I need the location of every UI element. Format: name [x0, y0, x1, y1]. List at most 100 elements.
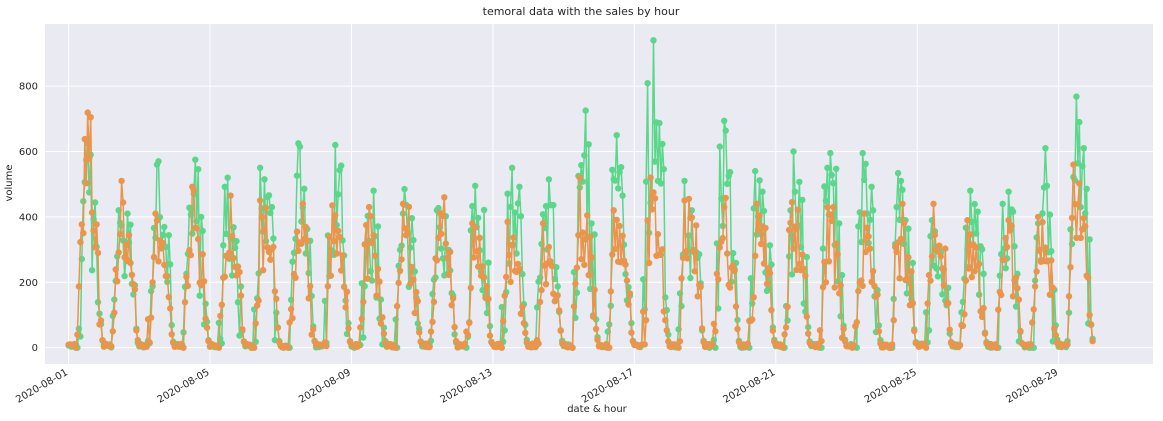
data-point — [392, 344, 399, 351]
data-point — [461, 340, 469, 347]
data-point — [508, 241, 516, 249]
data-point — [753, 200, 760, 207]
data-point — [116, 231, 124, 238]
data-point — [330, 237, 337, 245]
data-point — [271, 288, 279, 295]
data-point — [967, 187, 974, 194]
data-point — [475, 214, 482, 222]
data-point — [336, 233, 343, 240]
data-point — [332, 212, 339, 219]
data-point — [150, 253, 158, 261]
data-point — [475, 263, 482, 270]
data-point — [651, 195, 659, 202]
data-point — [267, 209, 274, 217]
data-point — [1029, 319, 1036, 326]
data-point — [75, 283, 83, 290]
data-point — [538, 286, 545, 294]
data-point — [660, 308, 667, 315]
data-point — [430, 298, 438, 306]
data-point — [681, 177, 688, 185]
data-point — [760, 207, 768, 215]
data-point — [656, 119, 663, 127]
data-point — [165, 232, 172, 239]
data-point — [782, 324, 790, 331]
data-point — [749, 316, 756, 323]
data-point — [750, 294, 757, 301]
data-point — [650, 37, 657, 44]
data-point — [1049, 284, 1057, 291]
data-point — [961, 311, 968, 318]
data-point — [200, 278, 208, 285]
data-point — [995, 306, 1002, 313]
data-point — [1083, 185, 1090, 192]
data-point — [118, 177, 125, 185]
data-point — [365, 203, 373, 211]
data-point — [472, 224, 479, 231]
data-point — [1073, 93, 1080, 100]
data-point — [827, 211, 834, 218]
data-point — [582, 107, 589, 114]
data-point — [940, 282, 947, 289]
data-point — [834, 251, 841, 258]
data-point — [411, 309, 418, 317]
data-point — [799, 251, 806, 258]
data-point — [612, 245, 619, 253]
data-point — [504, 218, 511, 225]
data-point — [589, 313, 597, 320]
data-point — [819, 245, 827, 252]
data-point — [81, 135, 89, 143]
data-point — [401, 185, 408, 193]
data-point — [258, 214, 265, 221]
data-point — [833, 165, 840, 172]
data-point — [645, 259, 653, 267]
data-point — [897, 235, 905, 242]
data-point — [149, 279, 156, 286]
data-point — [893, 248, 900, 256]
data-point — [86, 155, 93, 162]
data-point — [408, 215, 416, 222]
data-point — [729, 262, 737, 269]
data-point — [444, 254, 451, 262]
data-point — [507, 278, 514, 286]
data-point — [980, 304, 987, 312]
data-point — [128, 271, 136, 278]
data-point — [485, 259, 492, 266]
data-point — [268, 203, 276, 211]
data-point — [622, 261, 629, 268]
data-point — [665, 338, 672, 345]
data-point — [338, 162, 345, 169]
data-point — [466, 319, 473, 326]
data-point — [368, 239, 376, 247]
x-gridlines — [68, 24, 1060, 364]
data-point — [343, 288, 351, 295]
data-point — [787, 219, 794, 226]
data-point — [226, 249, 233, 256]
data-point — [978, 313, 986, 321]
data-point — [1080, 215, 1088, 222]
data-point — [800, 265, 807, 273]
data-point — [922, 344, 930, 351]
data-point — [840, 325, 847, 333]
data-point — [122, 241, 130, 249]
data-point — [252, 338, 259, 345]
data-point — [392, 316, 399, 323]
data-point — [261, 176, 268, 183]
data-point — [625, 301, 632, 308]
data-point — [159, 231, 167, 239]
data-point — [744, 340, 751, 347]
data-point — [479, 263, 486, 270]
data-point — [647, 174, 654, 181]
data-point — [183, 273, 190, 281]
data-point — [199, 227, 206, 235]
data-point — [896, 275, 903, 282]
data-point — [147, 314, 155, 321]
data-point — [557, 327, 564, 334]
data-point — [296, 143, 304, 150]
data-point — [335, 227, 342, 235]
data-point — [892, 243, 899, 251]
data-point — [338, 267, 345, 274]
data-point — [729, 250, 737, 257]
data-point — [284, 344, 292, 351]
data-point — [1005, 188, 1012, 195]
